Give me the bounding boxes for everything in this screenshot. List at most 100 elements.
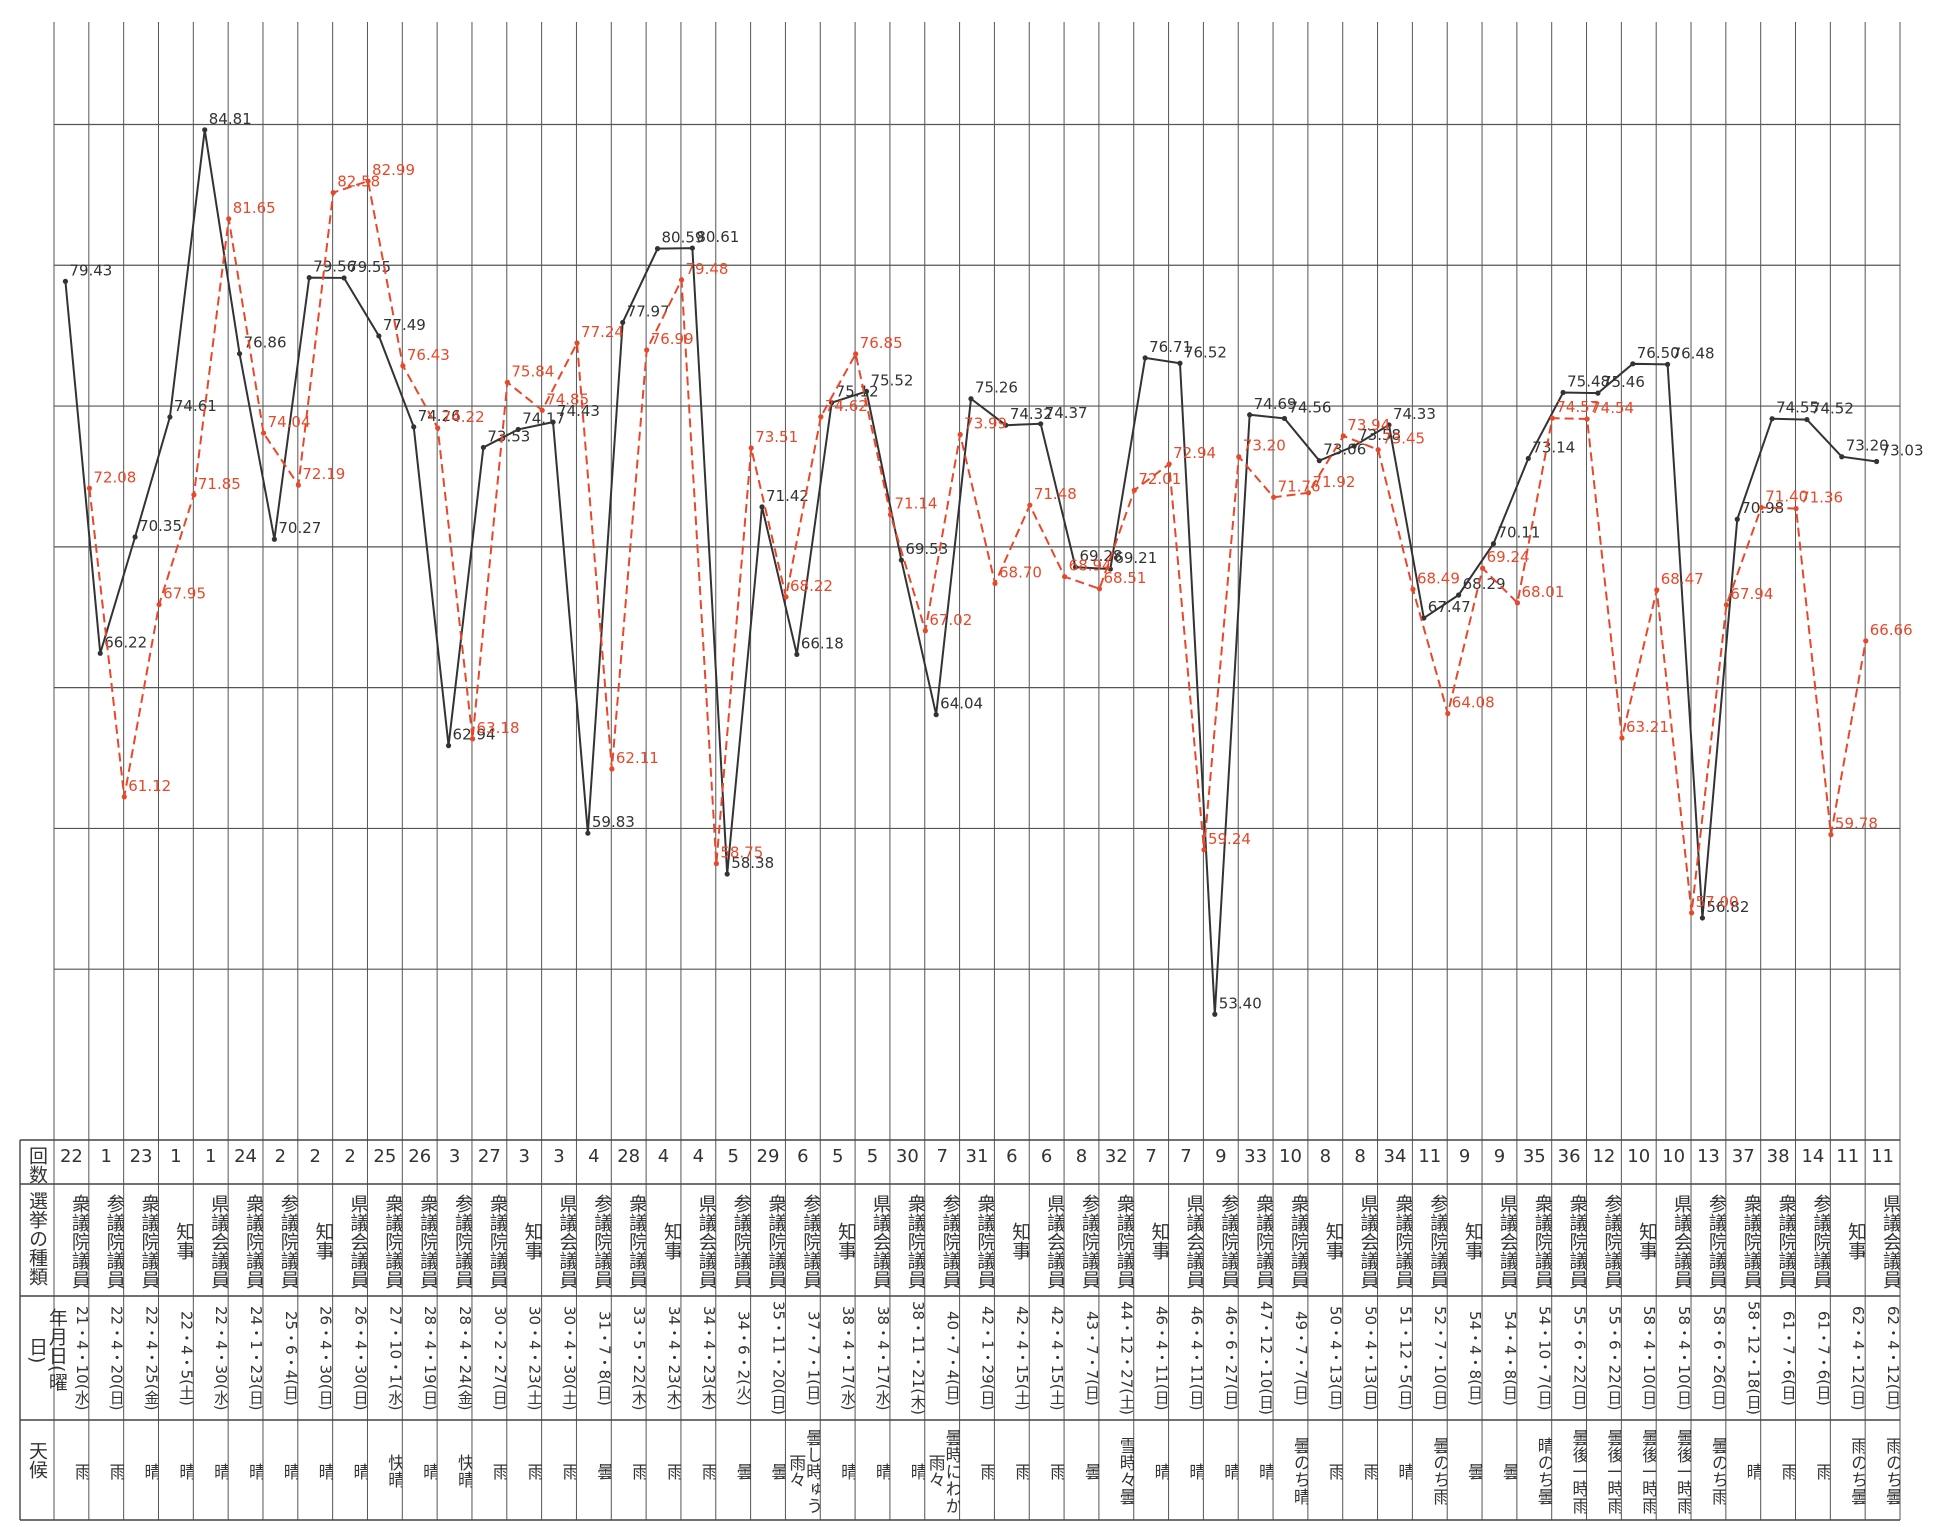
black-series-point (515, 426, 521, 433)
red-series-point (644, 347, 650, 353)
black-series-point (1839, 454, 1845, 460)
black-series-label: 74.61 (174, 397, 217, 415)
red-series-point (191, 492, 197, 498)
black-series-label: 75.26 (975, 379, 1018, 397)
black-series-label: 84.81 (209, 110, 252, 128)
red-series-label: 59.78 (1835, 815, 1878, 833)
black-series-label: 74.33 (1393, 405, 1436, 423)
black-series-point (1490, 541, 1497, 547)
black-series-point (1003, 422, 1009, 428)
red-series-point (121, 794, 127, 800)
red-series-label: 72.94 (1173, 444, 1216, 462)
red-series-label: 68.22 (790, 577, 833, 595)
red-series-point (922, 628, 928, 634)
red-series-label: 74.57 (1556, 398, 1599, 416)
red-series-label: 66.66 (1870, 621, 1913, 639)
black-series-label: 68.29 (1463, 575, 1506, 593)
black-series-point (62, 278, 69, 284)
black-series-label: 56.82 (1706, 898, 1749, 916)
red-series-label: 68.01 (1521, 583, 1564, 601)
red-series-point (574, 340, 580, 346)
red-series-point (1445, 710, 1451, 717)
red-series-label: 69.24 (1487, 548, 1530, 566)
red-series-point (1584, 416, 1590, 422)
black-series-point (1177, 360, 1183, 366)
red-series-point (260, 430, 267, 436)
red-series-label: 68.94 (1069, 557, 1112, 575)
red-series-label: 72.19 (302, 465, 345, 483)
black-series-label: 67.47 (1428, 598, 1471, 616)
black-series-point (1699, 915, 1706, 921)
red-series-point (713, 861, 719, 867)
red-series-point (86, 485, 93, 491)
black-series-label: 75.52 (871, 371, 914, 389)
black-series-label: 58.38 (731, 854, 774, 872)
red-series-point (1305, 490, 1312, 496)
black-series-label: 74.37 (1045, 404, 1088, 422)
black-series-point (411, 424, 417, 430)
black-series-point (1072, 564, 1079, 570)
red-series-label: 57.00 (1696, 893, 1739, 911)
red-series-point (469, 736, 476, 742)
black-series-label: 73.20 (1846, 437, 1889, 455)
black-series-label: 74.69 (1254, 395, 1297, 413)
black-series-label: 62.94 (453, 726, 496, 744)
black-series-point (689, 245, 695, 251)
red-series-point (295, 482, 301, 488)
red-series-point (539, 407, 545, 413)
red-series-label: 76.99 (651, 330, 694, 348)
red-series-point (1236, 454, 1242, 460)
red-series-point (1480, 565, 1486, 571)
black-series-point (202, 127, 208, 133)
black-series-point (1804, 416, 1810, 423)
red-series-label: 71.14 (895, 495, 938, 513)
red-series-point (609, 766, 615, 772)
black-series-label: 76.50 (1637, 344, 1680, 362)
black-series-point (376, 333, 382, 339)
black-series-point (1351, 443, 1357, 449)
black-series-point (898, 557, 904, 563)
red-series-point (1863, 638, 1869, 644)
black-series-point (480, 444, 486, 451)
red-series-point (783, 594, 789, 600)
black-series-label: 76.48 (1672, 344, 1715, 362)
red-series-label: 76.85 (860, 334, 903, 352)
red-series: 72.08 61.12 67.95 71.85 81.65 74.04 72.19 82.58… (86, 161, 1913, 916)
black-series-point (1560, 389, 1566, 396)
red-series-point (818, 414, 824, 420)
black-series-label: 66.18 (801, 634, 844, 652)
black-series-label: 80.59 (662, 229, 705, 247)
red-series-label: 73.99 (964, 414, 1007, 432)
red-series-point (1619, 735, 1625, 741)
black-series-point (1456, 592, 1462, 598)
black-series-label: 69.21 (1114, 549, 1157, 567)
red-series-label: 71.92 (1312, 473, 1355, 491)
black-series-label: 77.97 (627, 302, 670, 320)
black-series-label: 75.12 (836, 383, 879, 401)
red-series-label: 62.11 (616, 749, 659, 767)
black-series-label: 70.11 (1497, 524, 1540, 542)
black-series-point (445, 743, 452, 749)
red-series-label: 71.85 (198, 475, 241, 493)
black-series-point (1281, 415, 1288, 422)
black-series-point (306, 275, 312, 281)
black-series-label: 73.03 (1881, 442, 1924, 460)
black-series-point (829, 400, 835, 406)
black-series-label: 73.14 (1532, 438, 1575, 456)
red-series-label: 64.08 (1452, 694, 1495, 712)
black-series-point (1212, 1011, 1218, 1017)
red-series-label: 74.62 (825, 397, 868, 415)
black-series-label: 66.22 (104, 633, 147, 651)
black-series-label: 69.53 (905, 540, 948, 558)
red-series-point (1271, 494, 1277, 500)
black-series: 79.4366.2270.3574.6184.8176.8670.2779.56… (62, 110, 1924, 1017)
black-series-point (1630, 361, 1636, 367)
red-series-label: 71.40 (1765, 487, 1808, 505)
red-series-point (435, 425, 441, 431)
red-series-point (1166, 461, 1172, 467)
red-series-label: 74.54 (1591, 399, 1634, 417)
black-series-label: 74.55 (1776, 399, 1819, 417)
black-series-point (1595, 390, 1601, 396)
black-series-point (236, 351, 243, 357)
